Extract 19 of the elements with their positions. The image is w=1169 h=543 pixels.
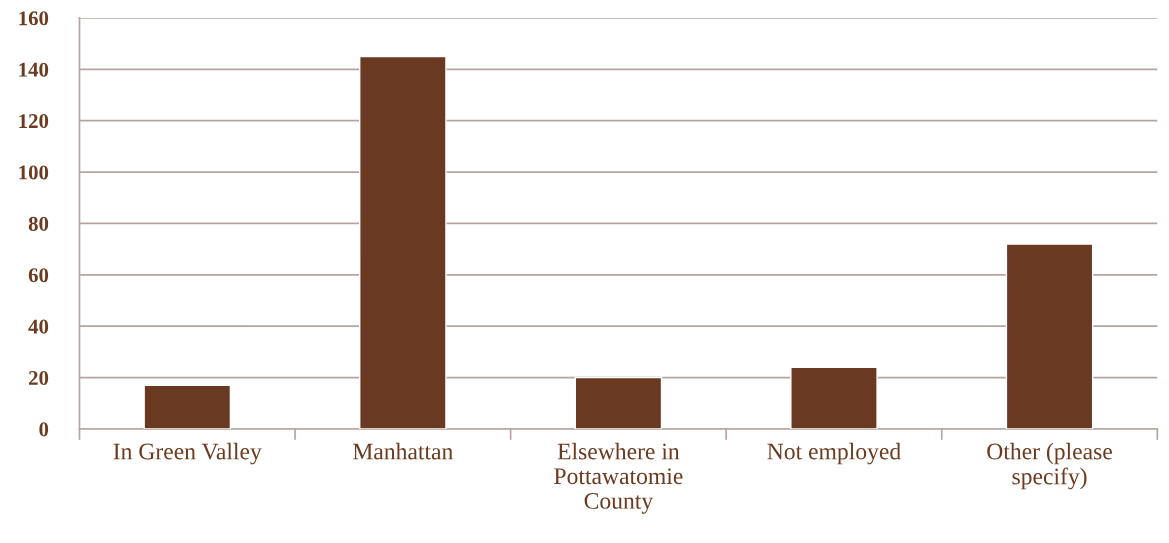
bar [574,376,663,429]
y-tick-label: 0 [39,422,49,437]
y-tick-label: 40 [28,319,49,334]
y-tick-label: 140 [19,62,49,77]
y-tick-label: 60 [28,268,49,283]
x-tick-label: Elsewhere in Pottawatomie County [554,442,683,514]
y-tick-label: 120 [19,114,49,129]
bar [359,55,447,429]
x-tick-label: Manhattan [353,442,453,460]
y-tick-label: 80 [28,216,49,231]
x-tick-label: Other (please specify) [987,442,1112,490]
bar [790,366,878,429]
x-tick-label: In Green Valley [113,442,262,465]
x-tick-label: Not employed [767,442,901,465]
y-tick-label: 20 [28,370,49,386]
bar [143,384,232,429]
y-tick-label: 160 [19,11,49,26]
y-tick-label: 100 [19,165,49,180]
bar [1005,243,1094,429]
